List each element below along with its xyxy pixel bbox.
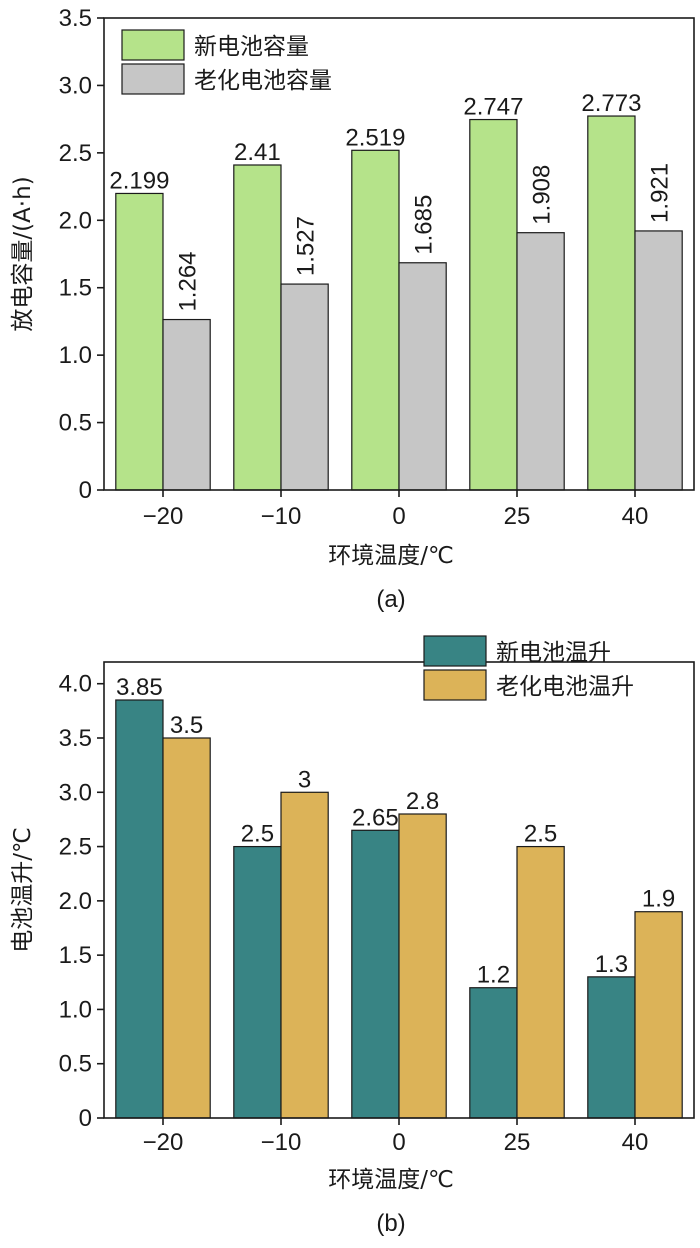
data-label: 3.5 [170,712,203,739]
data-label: 1.264 [175,251,202,311]
x-axis-title: 环境温度/℃ [328,543,454,569]
x-axis-title: 环境温度/℃ [328,1167,454,1193]
bar-aged-0 [162,318,211,491]
legend-label: 老化电池温升 [496,674,634,700]
y-axis-title: 电池温升/℃ [10,827,36,953]
x-tick-label: −10 [261,1129,302,1156]
y-tick-label: 4.0 [59,671,92,698]
data-label: 2.41 [234,139,281,166]
y-tick-label: 0.5 [59,410,92,437]
legend-label: 新电池温升 [496,640,611,666]
data-label: 1.2 [477,962,510,989]
data-label: 1.3 [595,951,628,978]
data-label: 2.773 [581,90,641,117]
bar-aged-1 [280,283,329,491]
x-tick-label: 40 [622,503,649,530]
y-tick-label: 0.5 [59,1051,92,1078]
y-tick-label: 2.0 [59,207,92,234]
data-label: 2.5 [524,821,557,848]
y-tick-label: 3.5 [59,5,92,32]
x-tick-label: −10 [261,503,302,530]
y-tick-label: 2.5 [59,140,92,167]
bar-aged-4 [634,230,683,491]
data-label: 2.519 [345,124,405,151]
bar-aged-2 [398,813,447,1119]
x-tick-label: −20 [143,503,184,530]
bar-aged-2 [398,262,447,491]
y-tick-label: 3.0 [59,72,92,99]
chart-a: 2.199 2.41 2.519 2.747 2.773 1.264 1.527 1.685 1… [10,5,695,613]
data-label: 2.65 [352,804,399,831]
data-label: 3.85 [116,674,163,701]
y-axis-title: 放电容量/(A·h) [10,176,36,331]
bar-new-0 [115,192,164,491]
y-tick-label: 2.0 [59,888,92,915]
panel-label: (b) [376,1210,405,1237]
y-tick-label: 1.5 [59,942,92,969]
y-tick-label: 3.5 [59,725,92,752]
bar-new-4 [587,976,636,1119]
y-tick-label: 0 [79,477,92,504]
data-label: 2.8 [406,788,439,815]
bar-new-2 [351,149,400,491]
legend-swatch [423,669,487,701]
x-tick-label: 25 [504,503,531,530]
bar-aged-0 [162,737,211,1119]
x-tick-label: 0 [392,1129,405,1156]
data-label: 1.9 [642,886,675,913]
y-tick-label: 0 [79,1105,92,1132]
data-label: 3 [298,766,311,793]
bar-new-2 [351,829,400,1119]
x-tick-label: 40 [622,1129,649,1156]
y-tick-label: 1.0 [59,996,92,1023]
data-label: 1.908 [529,165,556,225]
data-label: 2.199 [109,167,169,194]
y-tick-label: 1.5 [59,275,92,302]
y-tick-label: 2.5 [59,834,92,861]
bar-new-3 [469,987,518,1119]
bar-aged-3 [516,845,565,1119]
legend-swatch [121,63,185,95]
x-tick-label: −20 [143,1129,184,1156]
bar-aged-3 [516,232,565,491]
y-tick-label: 3.0 [59,779,92,806]
bar-new-0 [115,699,164,1119]
bar-new-3 [469,118,518,491]
data-label: 1.527 [293,216,320,276]
chart-b: 3.85 2.5 2.65 1.2 1.3 3.5 3 2.8 2.5 1.9 0 0.5 1.0 1.5… [10,635,695,1237]
legend-label: 新电池容量 [194,34,309,60]
bar-aged-4 [634,911,683,1119]
bar-new-1 [233,845,282,1119]
bar-new-1 [233,164,282,491]
data-label: 2.747 [463,94,523,121]
legend-swatch [423,635,487,667]
legend-swatch [121,29,185,61]
x-tick-label: 0 [392,503,405,530]
data-label: 1.921 [647,163,674,223]
data-label: 2.5 [241,821,274,848]
panel-label: (a) [376,586,405,613]
legend-label: 老化电池容量 [194,68,332,94]
bar-new-4 [587,115,636,491]
data-label: 1.685 [411,195,438,255]
y-tick-label: 1.0 [59,342,92,369]
x-tick-label: 25 [504,1129,531,1156]
bar-aged-1 [280,791,329,1119]
